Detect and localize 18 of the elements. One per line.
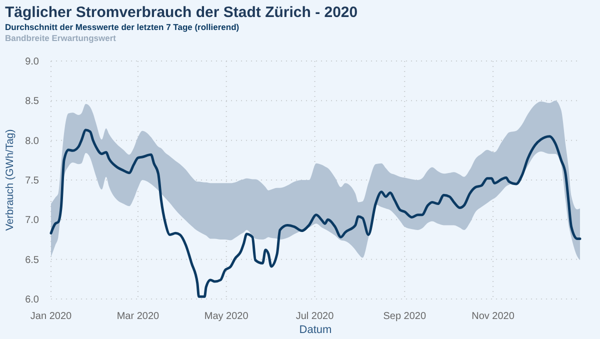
y-tick-label: 7.0 <box>25 215 40 226</box>
x-tick-label: Mar 2020 <box>116 311 160 322</box>
text: Durchschnitt der Messwerte der letzten 7 Tage (rollierend) <box>5 22 240 32</box>
chart-title: Täglicher Stromverbrauch der Stadt Zürich - 2020 <box>5 4 358 21</box>
y-tick-label: 8.0 <box>25 136 40 147</box>
y-tick-label: 7.5 <box>25 176 40 186</box>
y-tick-label: 9.0 <box>25 56 40 68</box>
y-tick-label: 6.0 <box>25 294 40 306</box>
x-tick-label: Jul 2020 <box>296 311 334 322</box>
x-tick-label: Jan 2020 <box>30 311 72 322</box>
y-tick-label: 6.5 <box>25 254 40 266</box>
x-axis-title: Datum <box>299 324 332 336</box>
y-tick-label: 8.5 <box>25 96 40 108</box>
x-tick-label: Sep 2020 <box>383 311 426 322</box>
x-tick-label: May 2020 <box>204 311 249 322</box>
x-tick-label: Nov 2020 <box>472 311 515 322</box>
y-axis-title: Verbrauch (GWh/Tag) <box>4 129 16 231</box>
text: Bandbreite Erwartungswert <box>5 33 116 43</box>
